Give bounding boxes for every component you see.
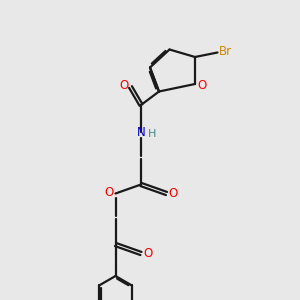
Text: Br: Br (219, 45, 232, 58)
Text: H: H (148, 129, 157, 140)
Text: O: O (143, 247, 152, 260)
Text: O: O (198, 79, 207, 92)
Text: O: O (119, 79, 128, 92)
Text: N: N (136, 125, 146, 139)
Text: O: O (104, 185, 113, 199)
Text: O: O (169, 187, 178, 200)
